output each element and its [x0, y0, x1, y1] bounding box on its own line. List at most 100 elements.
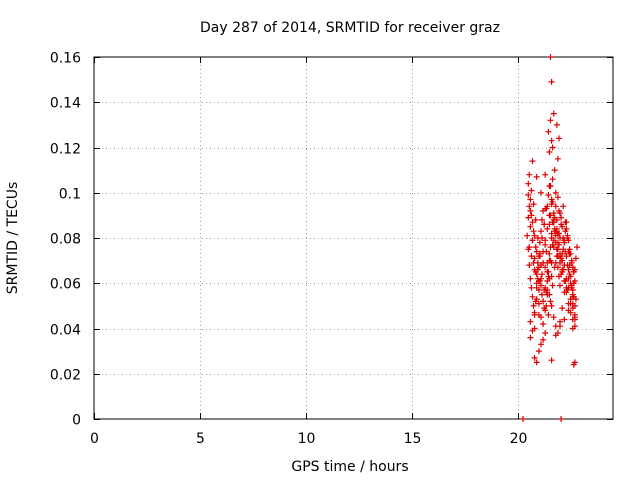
data-point [542, 241, 549, 248]
data-point [526, 171, 533, 178]
data-point [533, 248, 540, 255]
x-tick-label: 5 [196, 431, 205, 447]
data-point [565, 307, 572, 314]
data-point [538, 282, 544, 289]
data-point [565, 237, 572, 244]
data-point [557, 210, 563, 217]
data-point [547, 117, 554, 124]
data-point [564, 232, 571, 239]
data-point [567, 280, 574, 287]
data-point [544, 268, 551, 275]
data-point [548, 273, 555, 280]
data-point [549, 176, 556, 183]
data-point [547, 298, 554, 305]
data-point [550, 244, 557, 251]
x-axis-title: GPS time / hours [291, 459, 408, 475]
data-point [538, 189, 544, 196]
data-point [547, 54, 554, 60]
data-point [543, 302, 550, 309]
y-tick-label: 0 [72, 413, 81, 429]
data-point [546, 149, 553, 155]
data-point [527, 207, 534, 214]
data-point [551, 264, 558, 271]
data-point [540, 336, 547, 343]
y-tick-label: 0.08 [50, 232, 81, 248]
data-point [549, 282, 556, 289]
data-point [550, 314, 557, 321]
data-point [532, 216, 539, 223]
data-point [526, 262, 533, 269]
data-point [559, 223, 566, 230]
data-point [561, 262, 568, 269]
data-point [539, 216, 545, 223]
data-point [570, 361, 577, 368]
data-point [565, 266, 572, 273]
data-point [568, 259, 575, 266]
y-tick-label: 0.1 [59, 187, 81, 203]
data-point [536, 239, 543, 246]
x-tick-label: 15 [404, 431, 422, 447]
chart-title: Day 287 of 2014, SRMTID for receiver gra… [200, 20, 500, 36]
data-point [527, 196, 534, 203]
data-point [538, 228, 544, 235]
data-point [527, 334, 534, 341]
data-point [530, 201, 537, 208]
data-point [531, 325, 538, 332]
data-point [540, 248, 547, 255]
data-points [520, 54, 580, 422]
data-point [533, 173, 540, 180]
data-point [538, 341, 544, 348]
data-point [562, 248, 569, 255]
data-point [532, 244, 539, 251]
data-point [546, 291, 553, 298]
data-point [529, 158, 536, 165]
data-point [533, 359, 540, 366]
data-point [520, 416, 526, 422]
data-point [554, 253, 561, 260]
data-point [528, 284, 535, 291]
grid [94, 57, 613, 419]
data-point [548, 196, 555, 203]
y-tick-label: 0.16 [50, 51, 81, 67]
data-point [559, 268, 566, 275]
data-point [565, 275, 572, 282]
data-point [525, 180, 532, 187]
data-point [528, 253, 535, 260]
y-tick-label: 0.02 [50, 368, 81, 384]
data-point [566, 271, 573, 278]
data-point [551, 167, 558, 174]
data-point [569, 264, 576, 271]
data-point [526, 203, 533, 210]
data-point [542, 307, 549, 314]
data-point [539, 235, 545, 241]
data-point [534, 275, 541, 282]
data-point [563, 225, 570, 232]
data-point [557, 235, 563, 241]
y-tick-label: 0.06 [50, 277, 81, 293]
data-point [545, 311, 552, 318]
data-point [561, 289, 568, 296]
data-point [563, 284, 570, 291]
data-point [548, 302, 555, 309]
data-point [525, 214, 532, 221]
data-point [535, 311, 542, 318]
data-point [553, 225, 560, 232]
data-point [526, 244, 533, 251]
data-point [546, 250, 553, 257]
data-point [552, 259, 559, 266]
data-point [542, 330, 549, 336]
data-point [569, 325, 576, 332]
data-point [531, 255, 538, 262]
data-point [554, 194, 561, 201]
data-point [524, 232, 531, 239]
data-point [528, 187, 535, 194]
data-point [548, 78, 555, 85]
data-point [572, 296, 579, 303]
data-point [539, 291, 545, 298]
data-point [562, 278, 569, 284]
data-point [546, 221, 553, 228]
data-point [548, 137, 555, 144]
data-point [572, 255, 579, 262]
data-point [545, 128, 552, 135]
data-point [548, 357, 555, 364]
